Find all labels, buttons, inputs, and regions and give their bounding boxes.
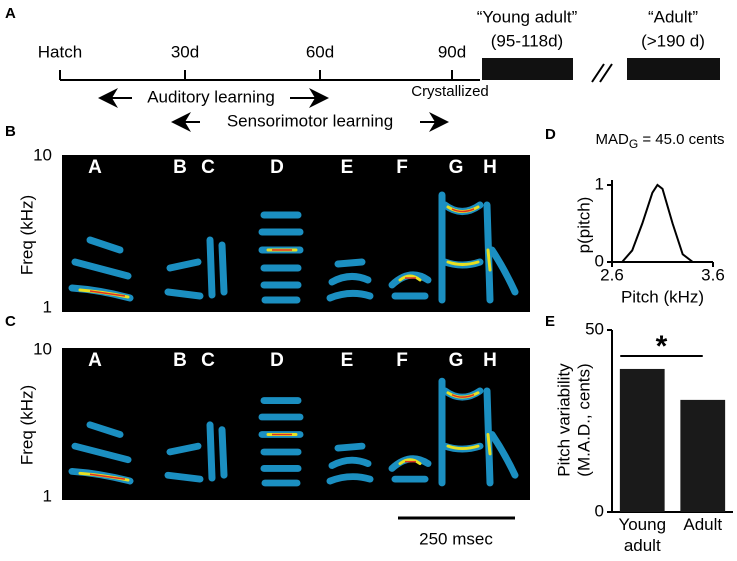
syllable-label: G [449,157,464,178]
y-tick-label: 10 [33,339,52,358]
panel-c: C 10 1 Freq (kHz) 250 msec [5,313,530,548]
label-bg [132,88,290,108]
panel-label: B [5,123,16,140]
y-tick-label: 10 [33,145,52,164]
y-tick-label: 1 [43,486,52,505]
x-tick-label: 2.6 [600,265,624,284]
y-axis-label: (M.A.D., cents) [574,363,593,476]
scale-bar-label: 250 msec [419,529,493,548]
syllable-label: H [483,157,497,178]
syllable-label: A [88,157,102,178]
panel-label: C [5,313,16,330]
x-axis-label: Pitch (kHz) [621,287,704,306]
phase-label: Auditory learning [147,87,275,106]
syllable-label: H [483,350,497,371]
panel-label: A [5,5,16,22]
stage-label: (95-118d) [491,31,563,50]
panel-a: A Hatch 30d 60d 90d “Young adult” (95-11… [5,5,720,132]
young-adult-block [482,58,573,80]
y-axis-label: Freq (kHz) [17,385,36,465]
tick-label: 30d [171,42,199,61]
y-tick-label: 1 [43,297,52,316]
y-tick-label: 50 [585,319,604,338]
label-bg [200,112,420,132]
syllable-label: E [341,157,354,178]
syllable-label: E [341,350,354,371]
panel-label: E [545,313,555,330]
y-axis-label: p(pitch) [574,197,593,254]
syllable-label: B [173,350,187,371]
stage-label: “Young adult” [477,7,578,26]
hatch-label: Hatch [38,42,82,61]
syllable-label: B [173,157,187,178]
y-tick-label: 0 [595,501,604,520]
adult-block [627,58,720,80]
bar [680,399,726,512]
panel-b: B 10 1 Freq (kHz) [5,123,530,316]
tick-label: 60d [306,42,334,61]
x-tick-label: Adult [683,515,722,534]
x-tick-label: Young adult [618,515,666,555]
syllable-label: C [201,350,215,371]
axis-break [591,63,613,83]
crystallized-label: Crystallized [411,83,489,100]
y-axis-label: Freq (kHz) [17,195,36,275]
y-tick-label: 1 [595,174,604,193]
tick-label: 90d [438,42,466,61]
significance-marker: * [656,330,668,363]
syllable-label: F [396,157,408,178]
y-axis-label: Pitch variability [554,363,573,477]
syllable-label: D [270,157,284,178]
panel-label: D [545,126,556,143]
syllable-label: D [270,350,284,371]
x-tick-label: 3.6 [701,265,725,284]
stage-label: (>190 d) [641,31,705,50]
stage-label: “Adult” [648,7,698,26]
line [621,183,694,263]
syllable-label: C [201,157,215,178]
bar [619,368,665,512]
y-tick-label: 0 [595,251,604,270]
chart-title: MADG = 45.0 cents [596,131,725,151]
spectrogram [62,348,530,500]
syllable-label: A [88,350,102,371]
syllable-label: F [396,350,408,371]
phase-label: Sensorimotor learning [227,111,393,130]
syllable-label: G [449,350,464,371]
